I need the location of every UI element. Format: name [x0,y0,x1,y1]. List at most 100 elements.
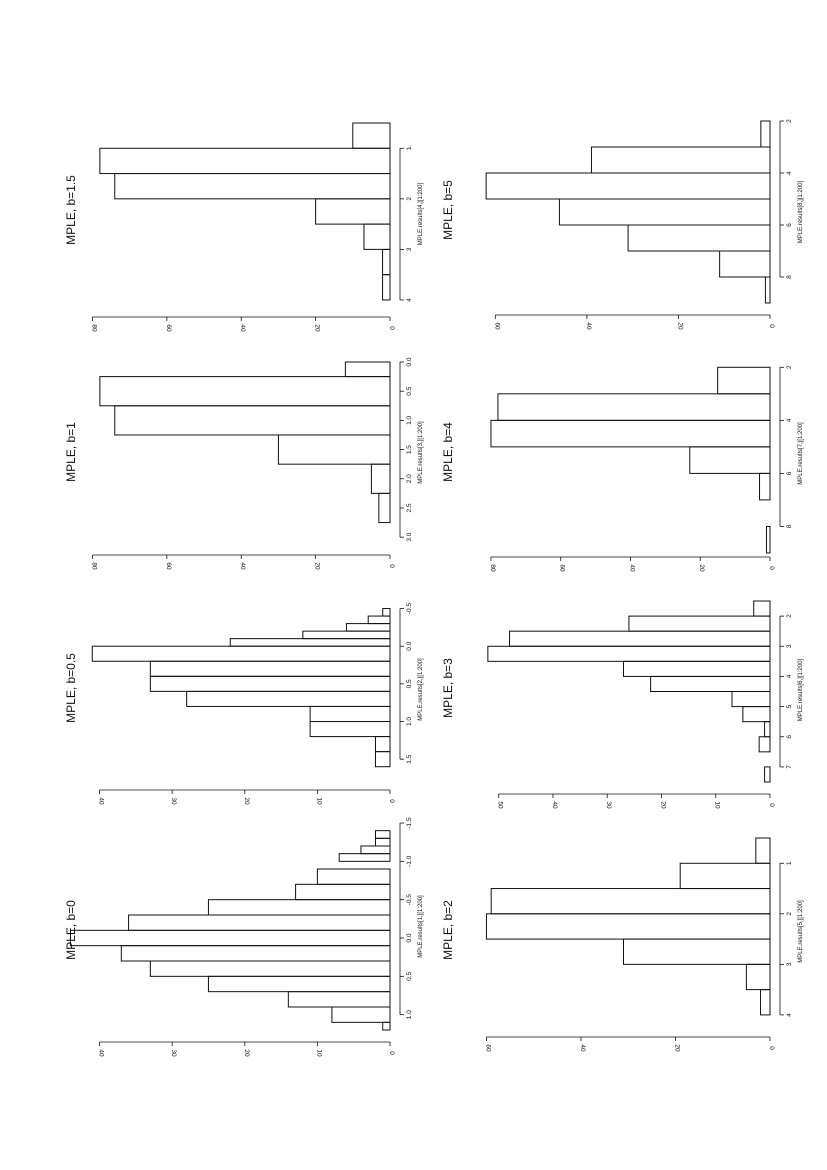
x-tick-label: 1 [786,861,793,865]
histogram-bar [745,963,771,991]
y-tick-label: 50 [497,801,504,809]
y-tick-label: 80 [90,324,97,332]
chart-title: MPLE, b=2 [441,900,455,960]
histogram-bar [650,675,771,693]
histogram-bar [287,991,391,1008]
histogram-bar [302,630,391,640]
histogram-bar [99,147,391,175]
histogram-bar [207,899,391,916]
histogram-bar [207,975,391,993]
x-tick-label: 0.5 [406,679,413,688]
histogram-bar [623,660,771,677]
x-tick-label: 5 [786,704,793,708]
y-tick-label: 40 [579,1044,586,1052]
x-tick-label: 8 [786,524,793,528]
x-tick-label: 7 [786,765,793,769]
histogram-bar [382,1021,391,1031]
histogram-bar [99,376,391,407]
histogram-bar [509,630,771,647]
histogram-bar [120,945,391,962]
chart-panel: MPLE, b=5 2 4 6 8 MPLE.results[8,][1:200] 0 20 4… [441,119,804,330]
y-tick-label: 30 [170,1049,177,1057]
chart-title: MPLE, b=1.5 [64,175,78,245]
x-tick-label: 6 [786,735,793,739]
x-tick-label: 4 [786,171,793,175]
chart-title: MPLE, b=1 [64,422,78,482]
histogram-bar [309,721,391,738]
chart-title: MPLE, b=5 [441,180,455,240]
histogram-bar [149,660,391,677]
histogram-bar [764,276,771,304]
chart-panel: MPLE, b=0.5 -0.5 0.0 0.5 1.0 1.5 MPLE.results[… [64,603,424,805]
y-tick-label: 20 [243,1049,250,1057]
x-tick-label: 6 [786,471,793,475]
y-tick-label: 80 [489,564,496,572]
x-axis-label: MPLE.results[5,][1:200] [798,900,804,963]
y-tick-label: 10 [315,797,322,805]
y-tick-label: 20 [673,1044,680,1052]
y-tick-label: 10 [714,801,721,809]
y-tick-label: 60 [484,1044,491,1052]
histogram-bar [717,366,771,395]
y-tick-label: 0 [388,1051,395,1055]
histogram-bar [295,883,391,901]
histogram-bar [277,434,391,465]
x-tick-label: 2 [786,614,793,618]
x-tick-label: 3 [786,644,793,648]
histogram-bar [382,248,391,276]
y-tick-label: 20 [314,324,321,332]
histogram-bar [485,172,771,200]
chart-panel: MPLE, b=4 2 4 6 8 MPLE.results[7,][1:200] 0 20 4… [441,365,804,572]
histogram-bar [490,888,771,915]
y-tick-label: 40 [585,322,592,330]
histogram-bar [370,463,391,494]
x-tick-label: 1.5 [406,445,413,454]
chart-panel: MPLE, b=0-1.5-1.0-0.50.00.51.0MPLE.resul… [64,817,424,1057]
y-tick-label: 40 [628,564,635,572]
histogram-bar [382,608,391,617]
x-tick-label: 6 [786,223,793,227]
x-axis-label: MPLE.results[7,][1:200] [798,422,804,485]
x-tick-label: 0.0 [406,357,413,366]
histogram-bar [114,173,391,200]
x-axis-label: MPLE.results[8,][1:200] [798,180,804,243]
histogram-bar [742,706,771,723]
x-tick-label: 1.5 [406,754,413,763]
y-tick-label: 20 [243,797,250,805]
y-tick-label: 0 [388,564,395,568]
histogram-bar [149,675,391,692]
histogram-bar [315,198,391,225]
y-tick-label: 60 [559,564,566,572]
x-axis-label: MPLE.results[2,][1:200] [418,658,424,721]
histogram-bar [623,938,771,965]
x-tick-label: 4 [786,418,793,422]
x-axis-label: MPLE.results[4,][1:200] [418,182,424,245]
histogram-bar [331,1006,391,1023]
histogram-bar [719,250,771,278]
x-tick-label: 8 [786,275,793,279]
y-tick-label: 40 [239,562,246,570]
histogram-bar [627,224,771,252]
histogram-bar [69,929,391,947]
x-axis-label: MPLE.results[6,][1:200] [798,658,804,721]
x-tick-label: 0.5 [406,386,413,395]
histogram-bar [497,393,771,421]
histogram-bar [558,198,771,226]
x-tick-label: 2 [786,365,793,369]
y-tick-label: 30 [605,801,612,809]
chart-panel: MPLE, b=1 0.0 0.5 1.0 1.5 2.0 2.5 3.0 MPLE.resul… [64,357,424,570]
histogram-bar [363,223,391,250]
y-tick-label: 20 [698,564,705,572]
x-tick-label: 1.0 [406,1010,413,1019]
chart-title: MPLE, b=4 [441,422,455,482]
x-tick-label: 3.0 [406,532,413,541]
histogram-bar [374,751,391,768]
x-axis-label: MPLE.results[1,][1:200] [418,895,424,958]
y-tick-label: 0 [768,1046,775,1050]
y-tick-label: 40 [98,797,105,805]
y-tick-label: 60 [165,324,172,332]
chart-title: MPLE, b=3 [441,658,455,718]
histogram-bar [679,862,771,890]
x-tick-label: 1.0 [406,717,413,726]
